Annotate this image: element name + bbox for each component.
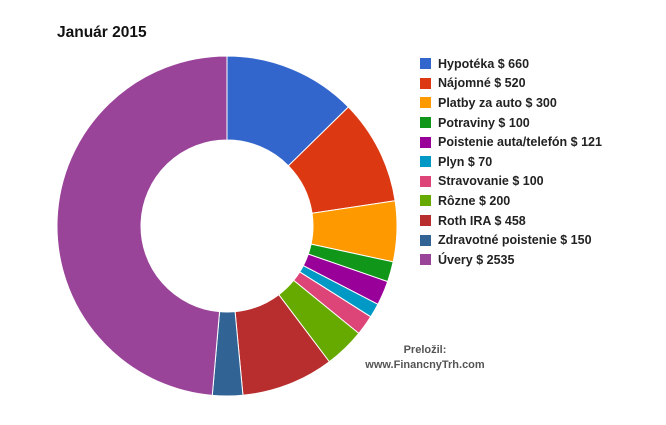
legend-item-11: Úvery $ 2535: [420, 250, 602, 270]
legend-label: Plyn $ 70: [438, 154, 493, 169]
legend-swatch: [420, 97, 431, 109]
chart-title: Január 2015: [57, 24, 147, 41]
legend-label: Poistenie auta/telefón $ 121: [438, 135, 602, 150]
legend-label: Stravovanie $ 100: [438, 174, 544, 189]
legend-swatch: [420, 254, 431, 266]
legend-swatch: [420, 136, 431, 148]
legend-label: Roth IRA $ 458: [438, 213, 526, 228]
legend-swatch: [420, 234, 431, 246]
donut-slice-11: [56, 55, 228, 396]
legend-label: Úvery $ 2535: [438, 252, 515, 267]
credit-website: www.FinancnyTrh.com: [365, 359, 485, 371]
legend-label: Hypotéka $ 660: [438, 56, 530, 71]
legend-item-2: Nájomné $ 520: [420, 74, 602, 94]
legend-item-9: Roth IRA $ 458: [420, 211, 602, 231]
credit-label: Preložil:: [403, 344, 447, 356]
legend-label: Potraviny $ 100: [438, 115, 530, 130]
legend-swatch: [420, 117, 431, 129]
legend-label: Nájomné $ 520: [438, 76, 526, 91]
legend: Hypotéka $ 660 Nájomné $ 520 Platby za aut…: [420, 54, 602, 270]
legend-item-1: Hypotéka $ 660: [420, 54, 602, 74]
legend-item-10: Zdravotné poistenie $ 150: [420, 230, 602, 250]
legend-item-5: Poistenie auta/telefón $ 121: [420, 132, 602, 152]
legend-label: Platby za auto $ 300: [438, 95, 557, 110]
legend-item-8: Rôzne $ 200: [420, 191, 602, 211]
legend-swatch: [420, 195, 431, 207]
legend-swatch: [420, 156, 431, 168]
legend-label: Rôzne $ 200: [438, 193, 511, 208]
legend-item-4: Potraviny $ 100: [420, 113, 602, 133]
translator-credit: Preložil: www.FinancnyTrh.com: [365, 343, 485, 373]
legend-item-7: Stravovanie $ 100: [420, 172, 602, 192]
legend-swatch: [420, 175, 431, 187]
legend-swatch: [420, 215, 431, 227]
legend-item-6: Plyn $ 70: [420, 152, 602, 172]
legend-swatch: [420, 58, 431, 70]
legend-item-3: Platby za auto $ 300: [420, 93, 602, 113]
legend-label: Zdravotné poistenie $ 150: [438, 233, 592, 248]
legend-swatch: [420, 77, 431, 89]
